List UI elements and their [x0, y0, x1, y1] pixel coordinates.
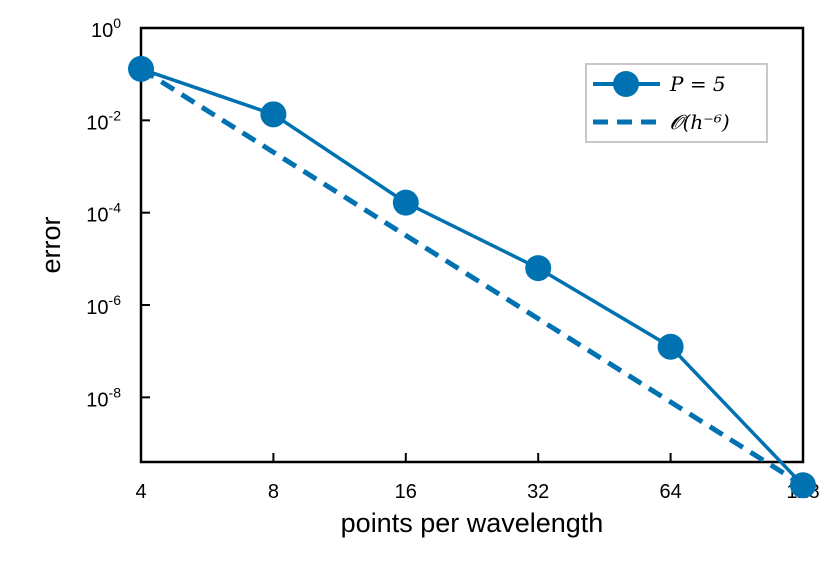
y-tick-exponent: -4 [109, 200, 122, 216]
legend-label-order: 𝓞(h⁻⁶) [670, 110, 730, 134]
y-tick-label: 10-8 [86, 384, 121, 411]
legend-label-p5: P = 5 [669, 72, 726, 96]
x-axis-label: points per wavelength [341, 508, 604, 538]
legend-marker-p5 [613, 71, 639, 97]
x-tick-label: 32 [527, 481, 549, 503]
y-tick-exponent: 0 [113, 15, 121, 31]
y-tick-exponent: -2 [109, 107, 122, 123]
y-tick-exponent: -6 [109, 292, 122, 308]
series-line-order [139, 66, 805, 488]
x-ticks: 48163264128 [135, 453, 820, 503]
x-tick-label: 4 [135, 481, 146, 503]
data-point-p5 [260, 101, 287, 128]
data-point-p5 [790, 472, 816, 499]
data-point-p5 [128, 55, 154, 82]
y-axis-label: error [36, 216, 66, 273]
series-layer [128, 55, 816, 499]
series-line-p5 [140, 67, 805, 487]
x-tick-label: 8 [268, 481, 279, 503]
data-point-p5 [525, 255, 552, 282]
data-point-p5 [657, 333, 684, 360]
y-tick-label: 10-6 [86, 292, 121, 319]
y-tick-label: 10-4 [86, 200, 121, 227]
y-tick-label: 10-2 [86, 107, 121, 134]
data-point-p5 [392, 189, 419, 216]
plot-frame [139, 26, 805, 464]
y-tick-exponent: -8 [109, 384, 122, 400]
y-tick-label: 100 [91, 15, 121, 42]
legend: P = 5 𝓞(h⁻⁶) [585, 63, 768, 143]
x-tick-label: 16 [395, 481, 417, 503]
x-tick-label: 64 [659, 481, 681, 503]
